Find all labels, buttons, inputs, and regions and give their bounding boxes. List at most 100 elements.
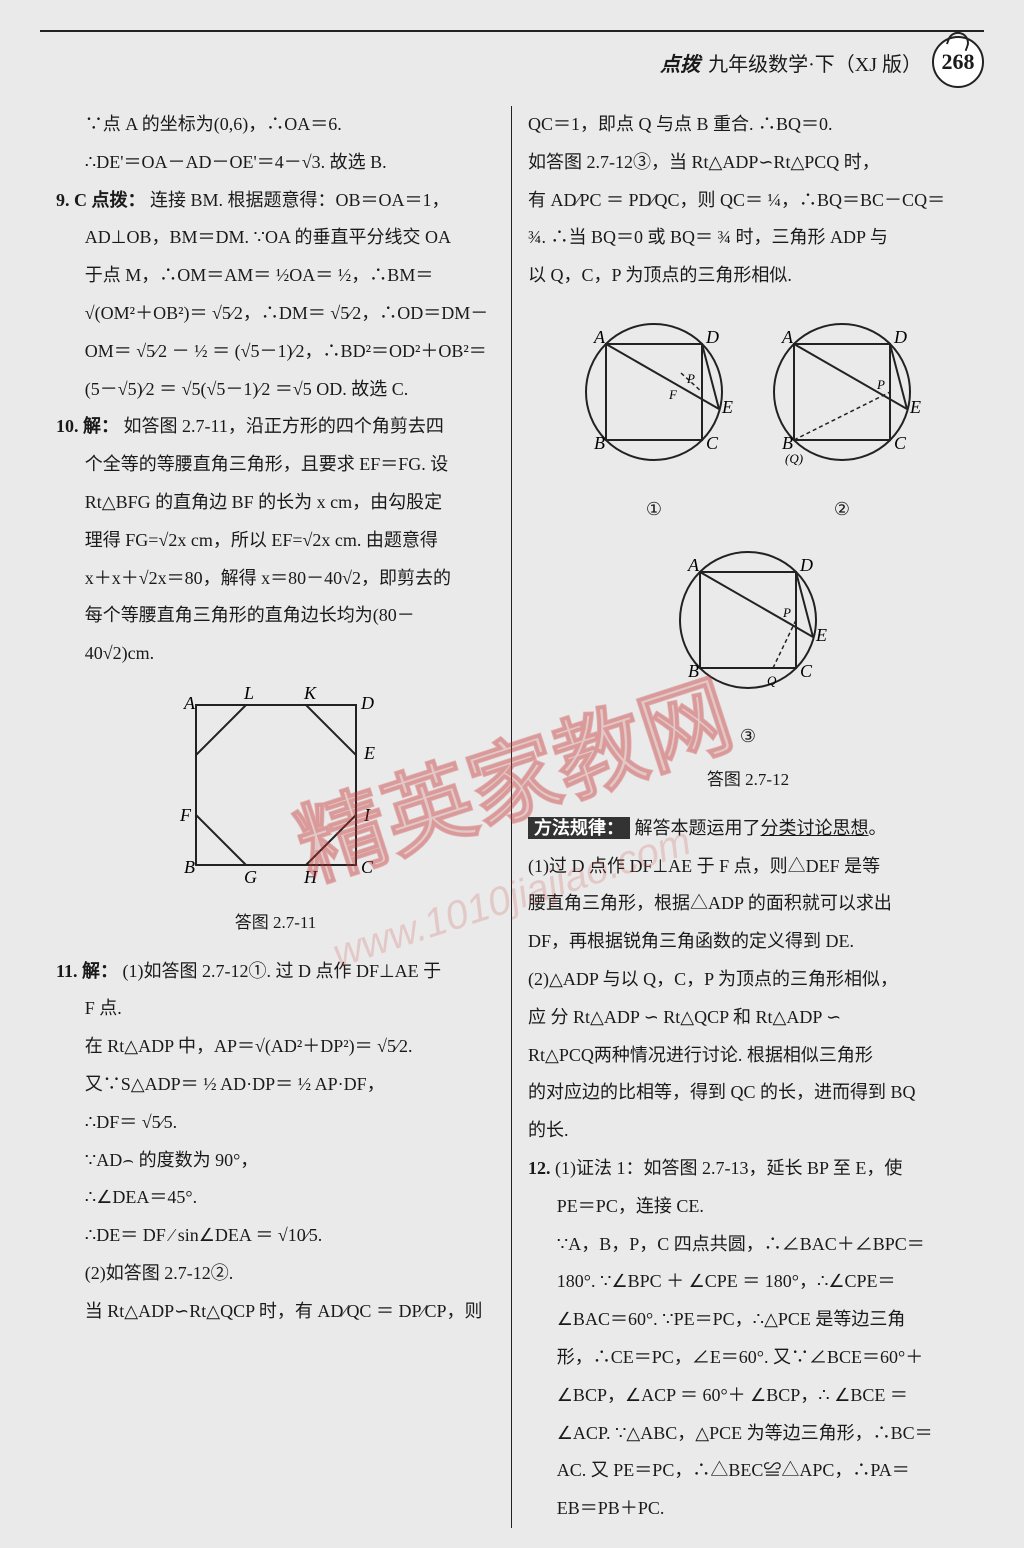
svg-text:C: C	[894, 433, 907, 453]
item-number: 12.	[528, 1158, 551, 1178]
svg-text:B: B	[688, 661, 699, 681]
text-line: (2)△ADP 与以 Q，C，P 为顶点的三角形相似，	[528, 961, 968, 999]
text-line: QC＝1，即点 Q 与点 B 重合. ∴BQ＝0.	[528, 106, 968, 144]
underlined-text: 分类讨论思想	[761, 818, 869, 838]
text-line: ∴DF＝ √5⁄5.	[56, 1104, 495, 1142]
text-line: 解答本题运用了	[635, 818, 761, 838]
svg-text:E: E	[815, 625, 827, 645]
text-line: 腰直角三角形，根据△ADP 的面积就可以求出	[528, 885, 968, 923]
text-line: ∵A，B，P，C 四点共圆，∴∠BAC＋∠BPC＝	[528, 1226, 968, 1264]
left-column: ∵点 A 的坐标为(0,6)，∴OA＝6. ∴DE'＝OA－AD－OE'＝4－√…	[40, 106, 512, 1528]
text-line: EB＝PB＋PC.	[528, 1490, 968, 1528]
text-line: ∵点 A 的坐标为(0,6)，∴OA＝6.	[56, 106, 495, 144]
text-line: ∠BAC＝60°. ∵PE＝PC，∴△PCE 是等边三角	[528, 1301, 968, 1339]
hint-label: 点拨：	[92, 190, 146, 210]
svg-text:B: B	[594, 433, 605, 453]
text-line: ∴∠DEA＝45°.	[56, 1179, 495, 1217]
text-line: 每个等腰直角三角形的直角边长均为(80－	[56, 597, 495, 635]
text-line: 如答图 2.7-11，沿正方形的四个角剪去四	[124, 416, 444, 436]
page-number-badge: 268	[932, 36, 984, 88]
figure-subnum: ③	[663, 718, 833, 756]
svg-text:F: F	[179, 805, 192, 825]
text-line: 应 分 Rt△ADP ∽ Rt△QCP 和 Rt△ADP ∽	[528, 999, 968, 1037]
svg-text:C: C	[800, 661, 813, 681]
text-line: 40√2)cm.	[56, 635, 495, 673]
svg-text:D: D	[360, 693, 374, 713]
svg-text:K: K	[303, 685, 317, 703]
text-line: DF，再根据锐角三角函数的定义得到 DE.	[528, 923, 968, 961]
svg-text:D: D	[893, 327, 907, 347]
right-column: QC＝1，即点 Q 与点 B 重合. ∴BQ＝0. 如答图 2.7-12③，当 …	[512, 106, 984, 1528]
figure-2-7-12: A D B C E P F ①	[528, 307, 968, 798]
text-line: (1)证法 1：如答图 2.7-13，延长 BP 至 E，使	[555, 1158, 902, 1178]
svg-text:Q: Q	[767, 673, 777, 688]
method-label: 方法规律：	[528, 817, 630, 839]
svg-text:D: D	[799, 555, 813, 575]
text-line: AD⊥OB，BM＝DM. ∵OA 的垂直平分线交 OA	[56, 219, 495, 257]
text-line: 的对应边的比相等，得到 QC 的长，进而得到 BQ	[528, 1074, 968, 1112]
svg-text:C: C	[361, 857, 374, 877]
item-10: 10. 解： 如答图 2.7-11，沿正方形的四个角剪去四	[56, 408, 495, 446]
svg-text:P: P	[782, 605, 791, 620]
svg-text:D: D	[705, 327, 719, 347]
text-line: (1)过 D 点作 DF⊥AE 于 F 点，则△DEF 是等	[528, 848, 968, 886]
figure-2-7-11: A B C D L K E I H G F 答图 2.7-11	[56, 685, 495, 941]
item-number: 11. 解：	[56, 961, 118, 981]
text-line: 连接 BM. 根据题意得：OB＝OA＝1，	[150, 190, 450, 210]
item-9: 9. C 点拨： 连接 BM. 根据题意得：OB＝OA＝1，	[56, 182, 495, 220]
text-line: (1)如答图 2.7-12①. 过 D 点作 DF⊥AE 于	[123, 961, 442, 981]
text-line: ¾. ∴当 BQ＝0 或 BQ＝ ¾ 时，三角形 ADP 与	[528, 219, 968, 257]
method-block: 方法规律： 解答本题运用了分类讨论思想。	[528, 810, 968, 848]
figure-caption: 答图 2.7-12	[707, 762, 789, 798]
figure-subnum: ①	[569, 491, 739, 529]
text-line: (5－√5)⁄2 ＝ √5(√5－1)⁄2 ＝√5 OD. 故选 C.	[56, 371, 495, 409]
text-line: AC. 又 PE＝PC，∴△BEC≌△APC，∴PA＝	[528, 1452, 968, 1490]
text-line: ∠BCP，∠ACP ＝ 60°＋ ∠BCP，∴ ∠BCE ＝	[528, 1377, 968, 1415]
svg-text:P: P	[686, 371, 695, 386]
header-title-text: 九年级数学·下（XJ 版）	[708, 48, 922, 77]
text-line: PE＝PC，连接 CE.	[528, 1188, 968, 1226]
page-number: 268	[942, 49, 975, 75]
text-line: 理得 FG=√2x cm，所以 EF=√2x cm. 由题意得	[56, 522, 495, 560]
svg-text:H: H	[303, 867, 318, 887]
text-line: Rt△PCQ两种情况进行讨论. 根据相似三角形	[528, 1037, 968, 1075]
circle-diagram-3: A D B C E P Q	[663, 535, 833, 705]
circle-diagram-2: A D B C E P (Q)	[757, 307, 927, 477]
item-number: 10. 解：	[56, 416, 119, 436]
text-line: 于点 M，∴OM＝AM＝ ½OA＝ ½，∴BM＝	[56, 257, 495, 295]
text-line: Rt△BFG 的直角边 BF 的长为 x cm，由勾股定	[56, 484, 495, 522]
svg-text:A: A	[687, 555, 700, 575]
svg-text:P: P	[876, 377, 885, 392]
svg-text:E: E	[721, 397, 733, 417]
svg-text:I: I	[363, 805, 371, 825]
svg-text:(Q): (Q)	[785, 451, 803, 466]
svg-text:E: E	[909, 397, 921, 417]
item-11: 11. 解： (1)如答图 2.7-12①. 过 D 点作 DF⊥AE 于	[56, 953, 495, 991]
text-line: ∴DE'＝OA－AD－OE'＝4－√3. 故选 B.	[56, 144, 495, 182]
text-line: ∵AD⌢ 的度数为 90°，	[56, 1142, 495, 1180]
svg-text:F: F	[668, 387, 678, 402]
text-line: (2)如答图 2.7-12②.	[56, 1255, 495, 1293]
text-line: 当 Rt△ADP∽Rt△QCP 时，有 AD⁄QC ＝ DP⁄CP，则	[56, 1293, 495, 1331]
svg-text:A: A	[183, 693, 196, 713]
circle-diagram-1: A D B C E P F	[569, 307, 739, 477]
page-header: 点拨 九年级数学·下（XJ 版） 268	[40, 30, 984, 88]
text-line: 。	[869, 818, 887, 838]
text-line: 的长.	[528, 1112, 968, 1150]
octagon-diagram: A B C D L K E I H G F	[166, 685, 386, 905]
two-column-layout: ∵点 A 的坐标为(0,6)，∴OA＝6. ∴DE'＝OA－AD－OE'＝4－√…	[40, 106, 984, 1528]
text-line: x＋x＋√2x＝80，解得 x＝80－40√2，即剪去的	[56, 560, 495, 598]
svg-text:B: B	[782, 433, 793, 453]
text-line: 在 Rt△ADP 中，AP＝√(AD²＋DP²)＝ √5⁄2.	[56, 1028, 495, 1066]
svg-text:A: A	[593, 327, 606, 347]
text-line: 如答图 2.7-12③，当 Rt△ADP∽Rt△PCQ 时，	[528, 144, 968, 182]
brand-text: 点拨	[660, 48, 700, 77]
svg-text:E: E	[363, 743, 375, 763]
text-line: 180°. ∵∠BPC ＋ ∠CPE ＝ 180°，∴∠CPE＝	[528, 1263, 968, 1301]
text-line: 个全等的等腰直角三角形，且要求 EF＝FG. 设	[56, 446, 495, 484]
figure-caption: 答图 2.7-11	[235, 905, 317, 941]
text-line: OM＝ √5⁄2 － ½ ＝ (√5－1)⁄2，∴BD²＝OD²＋OB²＝	[56, 333, 495, 371]
text-line: √(OM²＋OB²)＝ √5⁄2，∴DM＝ √5⁄2，∴OD＝DM－	[56, 295, 495, 333]
text-line: 有 AD⁄PC ＝ PD⁄QC，则 QC＝ ¼，∴BQ＝BC－CQ＝	[528, 182, 968, 220]
text-line: 形，∴CE＝PC，∠E＝60°. 又∵∠BCE＝60°＋	[528, 1339, 968, 1377]
